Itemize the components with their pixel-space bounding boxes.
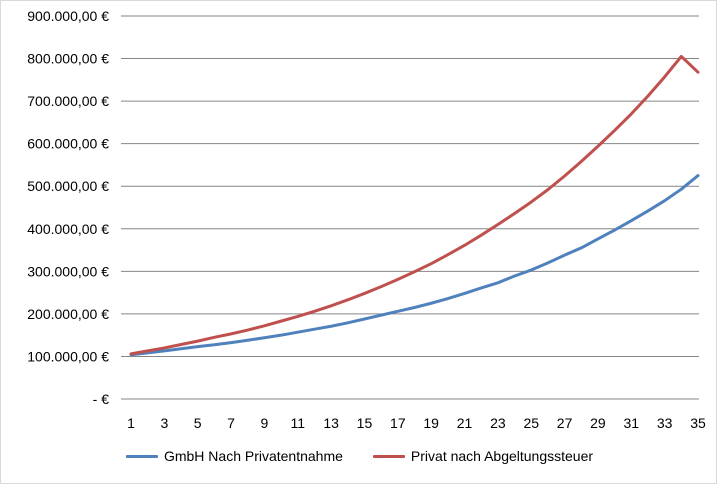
- series-line-privat: [129, 54, 700, 356]
- x-tick-label: 23: [490, 415, 506, 431]
- x-tick-label: 21: [457, 415, 473, 431]
- y-tick-label: 900.000,00 €: [27, 8, 109, 24]
- x-axis-tick-labels: 1 3 5 7 9 11 13 15 17 19 21 23 25 27 29 31 33 35: [127, 415, 706, 431]
- legend: GmbH Nach Privatentnahme Privat nach Abg…: [1, 441, 717, 471]
- y-tick-label: 500.000,00 €: [27, 178, 109, 194]
- x-tick-label: 29: [590, 415, 606, 431]
- series-line-gmbh: [129, 174, 700, 357]
- x-tick-label: 25: [523, 415, 539, 431]
- series-layer: [129, 54, 700, 357]
- x-tick-label: 3: [160, 415, 168, 431]
- y-tick-label: 400.000,00 €: [27, 221, 109, 237]
- y-axis-tick-labels: - € 100.000,00 € 200.000,00 € 300.000,00 € 4…: [27, 8, 109, 407]
- y-tick-label: 100.000,00 €: [27, 348, 109, 364]
- y-tick-label: 700.000,00 €: [27, 93, 109, 109]
- x-tick-label: 11: [290, 415, 305, 431]
- x-tick-label: 15: [357, 415, 373, 431]
- grid-layer: [121, 15, 699, 400]
- legend-swatch-privat: [372, 454, 405, 458]
- y-tick-label: - €: [93, 391, 110, 407]
- x-tick-label: 9: [261, 415, 269, 431]
- x-tick-label: 35: [690, 415, 706, 431]
- legend-item-gmbh: GmbH Nach Privatentnahme: [125, 448, 343, 464]
- legend-item-privat: Privat nach Abgeltungssteuer: [372, 448, 594, 464]
- x-tick-label: 13: [323, 415, 339, 431]
- x-tick-label: 19: [423, 415, 439, 431]
- legend-label-privat: Privat nach Abgeltungssteuer: [410, 448, 594, 464]
- y-tick-label: 600.000,00 €: [27, 136, 109, 152]
- x-tick-label: 1: [127, 415, 135, 431]
- legend-label-gmbh: GmbH Nach Privatentnahme: [163, 448, 343, 464]
- y-tick-label: 300.000,00 €: [27, 263, 109, 279]
- legend-swatch-gmbh: [125, 454, 158, 458]
- x-tick-label: 17: [390, 415, 406, 431]
- x-tick-label: 33: [657, 415, 673, 431]
- x-tick-label: 31: [624, 415, 640, 431]
- y-tick-label: 800.000,00 €: [27, 51, 109, 67]
- x-tick-label: 5: [194, 415, 202, 431]
- x-tick-label: 27: [557, 415, 573, 431]
- y-tick-label: 200.000,00 €: [27, 306, 109, 322]
- x-tick-label: 7: [227, 415, 235, 431]
